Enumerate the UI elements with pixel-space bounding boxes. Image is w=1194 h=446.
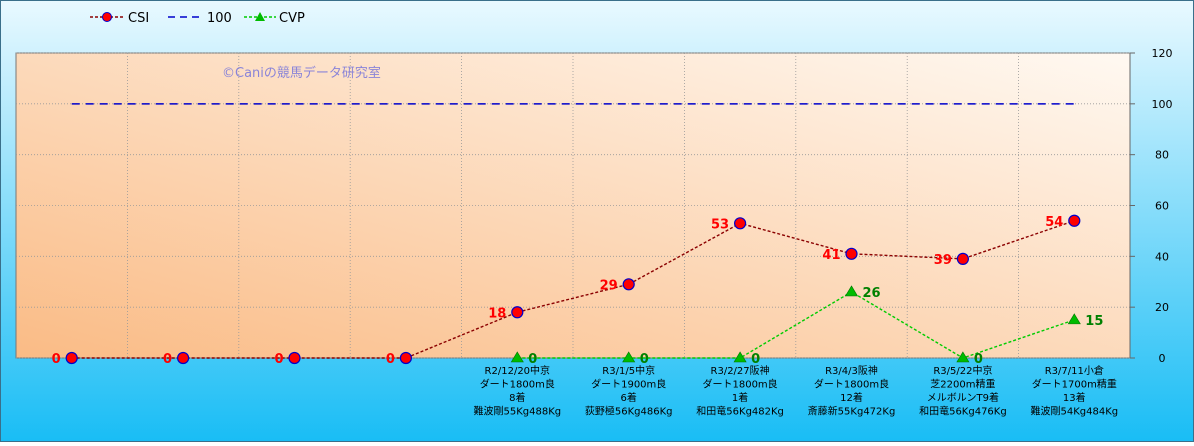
csi-data-label: 39 bbox=[934, 253, 952, 268]
cvp-data-label: 0 bbox=[528, 352, 537, 367]
y-tick-label: 120 bbox=[1152, 47, 1173, 60]
cvp-data-label: 0 bbox=[974, 352, 983, 367]
x-tick-label: ダート1800m良 bbox=[702, 378, 777, 391]
cvp-data-label: 0 bbox=[751, 352, 760, 367]
x-tick-label: R3/2/27阪神 bbox=[711, 364, 770, 377]
x-tick-label: 和田竜56Kg482Kg bbox=[696, 405, 784, 418]
csi-point bbox=[399, 351, 412, 365]
legend-item-csi: CSI bbox=[90, 11, 149, 26]
csi-data-label: 54 bbox=[1045, 215, 1063, 230]
x-tick-label: 8着 bbox=[509, 391, 525, 404]
legend-item-100: 100 bbox=[168, 11, 232, 26]
cvp-point bbox=[1067, 313, 1081, 325]
legend-cvp-label: CVP bbox=[279, 11, 305, 26]
legend-csi-label: CSI bbox=[128, 11, 149, 26]
x-tick-label: 芝2200m精重 bbox=[930, 378, 995, 391]
series: 0 0 0 26 0 15 0 0 0 0 18 29 53 41 39 54 bbox=[52, 103, 1103, 367]
cvp-point bbox=[844, 285, 859, 297]
csi-data-label: 18 bbox=[488, 306, 506, 321]
y-tick-label: 60 bbox=[1155, 200, 1169, 213]
x-tick-label: R3/4/3阪神 bbox=[825, 364, 878, 377]
csi-point bbox=[177, 351, 190, 365]
y-tick-label: 0 bbox=[1159, 352, 1166, 365]
series-cvp-line bbox=[517, 291, 1075, 359]
x-tick-label: 1着 bbox=[732, 391, 748, 404]
x-tick-label: 斎藤新55Kg472Kg bbox=[808, 405, 896, 418]
x-tick-label: ダート1700m精重 bbox=[1032, 378, 1117, 391]
x-tick-label: R2/12/20中京 bbox=[485, 364, 551, 377]
csi-data-label: 41 bbox=[822, 248, 840, 263]
x-axis: R2/12/20中京ダート1800m良8着難波剛55Kg488KgR3/1/5中… bbox=[473, 364, 1118, 418]
csi-data-label: 0 bbox=[386, 352, 395, 367]
csi-data-label: 29 bbox=[600, 278, 618, 293]
cvp-data-label: 0 bbox=[640, 352, 649, 367]
y-axis: 0 20 40 60 80 100 120 bbox=[1129, 47, 1173, 365]
cvp-point bbox=[510, 351, 524, 363]
csi-point bbox=[956, 252, 970, 265]
csi-point bbox=[622, 278, 635, 291]
csi-data-label: 0 bbox=[163, 352, 172, 367]
watermark-text: ©Caniの競馬データ研究室 bbox=[222, 65, 381, 81]
legend-csi-marker bbox=[102, 12, 112, 22]
cvp-point bbox=[956, 351, 970, 363]
x-tick-label: 12着 bbox=[840, 391, 863, 404]
x-tick-label: ダート1800m良 bbox=[814, 378, 889, 391]
x-tick-label: 和田竜56Kg476Kg bbox=[919, 405, 1007, 418]
csi-point bbox=[1068, 214, 1081, 227]
csi-data-label: 53 bbox=[711, 217, 729, 232]
x-tick-label: R3/7/11小倉 bbox=[1045, 364, 1104, 377]
cvp-point bbox=[622, 351, 636, 363]
y-tick-label: 80 bbox=[1155, 149, 1169, 162]
x-tick-label: ダート1900m良 bbox=[591, 378, 666, 391]
series-csi-line bbox=[71, 220, 1075, 359]
csi-point bbox=[511, 306, 524, 319]
y-tick-label: 100 bbox=[1152, 98, 1173, 111]
x-tick-label: 難波剛55Kg488Kg bbox=[473, 405, 561, 418]
y-tick-label: 20 bbox=[1155, 301, 1169, 314]
x-tick-label: 6着 bbox=[621, 391, 637, 404]
csi-data-label: 0 bbox=[274, 352, 283, 367]
csi-point bbox=[288, 351, 301, 365]
legend-item-cvp: CVP bbox=[244, 11, 305, 26]
x-tick-label: メルボルンT9着 bbox=[927, 391, 999, 404]
y-tick-label: 40 bbox=[1155, 250, 1169, 263]
x-tick-label: 荻野極56Kg486Kg bbox=[585, 405, 673, 418]
cvp-data-label: 26 bbox=[863, 286, 881, 301]
x-tick-label: R3/1/5中京 bbox=[602, 364, 655, 377]
x-tick-label: 難波剛54Kg484Kg bbox=[1030, 405, 1118, 418]
x-tick-label: R3/5/22中京 bbox=[933, 364, 992, 377]
cvp-data-label: 15 bbox=[1085, 314, 1103, 329]
legend-cvp-marker bbox=[255, 12, 265, 21]
x-tick-label: ダート1800m良 bbox=[480, 378, 555, 391]
csi-point bbox=[845, 247, 858, 260]
legend: CSI 100 CVP bbox=[90, 11, 305, 26]
x-tick-label: 13着 bbox=[1063, 391, 1086, 404]
legend-100-label: 100 bbox=[207, 11, 232, 26]
csi-point bbox=[733, 217, 747, 230]
cvp-point bbox=[733, 351, 747, 363]
csi-data-label: 0 bbox=[52, 352, 61, 367]
csi-point bbox=[65, 351, 78, 365]
